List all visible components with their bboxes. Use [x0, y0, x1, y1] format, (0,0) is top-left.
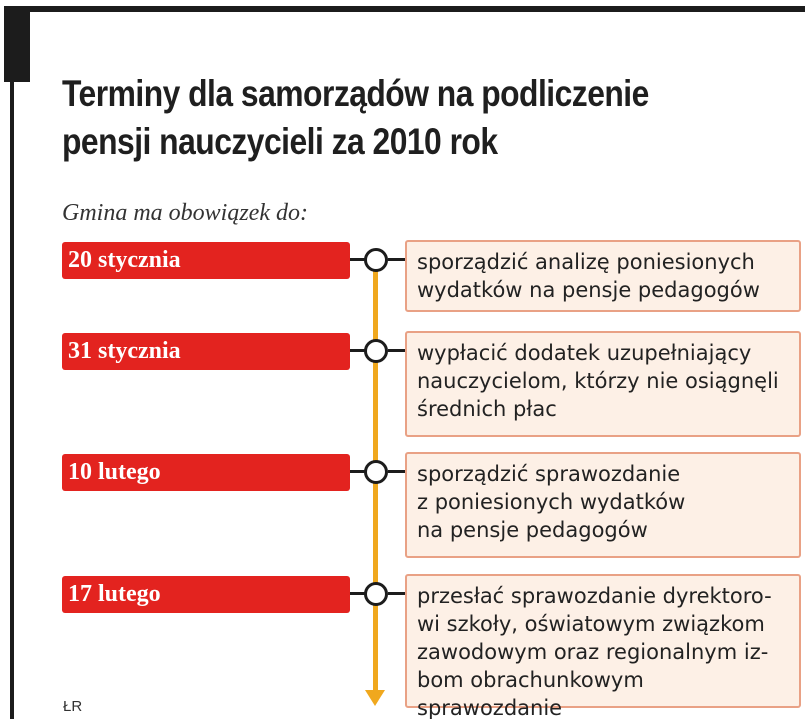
timeline-date-1: 20 stycznia [62, 242, 350, 279]
page-title: Terminy dla samorządów na podliczenie pe… [62, 70, 681, 166]
timeline-node-link-4 [388, 592, 406, 595]
frame-left-border [10, 6, 14, 719]
timeline-connector-1 [350, 258, 368, 261]
timeline-node-4 [364, 582, 388, 606]
timeline-connector-3 [350, 470, 368, 473]
timeline-description-4: przesłać sprawozdanie dyrektoro- wi szko… [405, 574, 801, 719]
timeline-date-3: 10 lutego [62, 454, 350, 491]
timeline-description-1: sporządzić analizę poniesionych wydatków… [405, 240, 801, 312]
timeline-node-2 [364, 339, 388, 363]
title-line-2: pensji nauczycieli za 2010 rok [62, 121, 498, 162]
timeline-node-3 [364, 460, 388, 484]
frame-corner-block [4, 6, 30, 82]
timeline-node-1 [364, 248, 388, 272]
timeline-description-2: wypłacić dodatek uzupełniający nauczycie… [405, 331, 801, 437]
title-line-1: Terminy dla samorządów na podliczenie [62, 73, 649, 114]
timeline-description-3: sporządzić sprawozdanie z poniesionych w… [405, 452, 801, 558]
frame-top-border [4, 6, 805, 12]
timeline-connector-4 [350, 592, 368, 595]
subtitle: Gmina ma obowiązek do: [62, 200, 308, 226]
source-credit: ŁR [63, 698, 83, 715]
timeline-date-2: 31 stycznia [62, 333, 350, 370]
timeline-arrow-icon [365, 690, 385, 706]
timeline-node-link-1 [388, 258, 406, 261]
timeline-connector-2 [350, 349, 368, 352]
timeline-date-4: 17 lutego [62, 576, 350, 613]
timeline-node-link-2 [388, 349, 406, 352]
timeline-node-link-3 [388, 470, 406, 473]
